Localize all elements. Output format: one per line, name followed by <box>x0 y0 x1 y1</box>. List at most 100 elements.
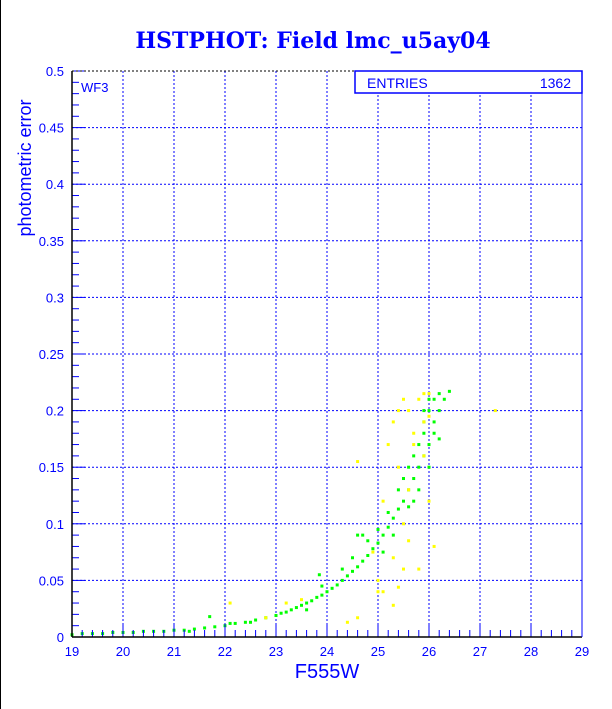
data-point <box>376 541 380 545</box>
data-point <box>233 621 237 625</box>
data-point <box>356 616 360 620</box>
data-point <box>422 409 426 413</box>
x-tick-labels: 19 20 21 22 23 24 25 26 27 28 29 <box>65 644 589 659</box>
data-point <box>345 574 349 578</box>
stats-box <box>354 70 583 94</box>
data-point <box>284 610 288 614</box>
data-point <box>330 586 334 590</box>
y-tick-labels: 0 0.05 0.1 0.15 0.2 0.25 0.3 0.35 0.4 0.45 0.5 <box>39 64 64 645</box>
x-tick-label: 19 <box>65 644 79 659</box>
y-tick-label: 0.35 <box>39 234 64 249</box>
data-point <box>279 611 283 615</box>
data-point <box>396 488 400 492</box>
y-tick-label: 0.2 <box>46 404 64 419</box>
x-tick-label: 24 <box>320 644 334 659</box>
data-point <box>396 409 400 413</box>
data-point <box>305 608 309 612</box>
data-point <box>391 556 395 560</box>
data-point <box>396 507 400 511</box>
data-point <box>402 522 405 526</box>
data-point <box>417 465 421 469</box>
data-point <box>386 443 390 447</box>
data-point <box>243 620 247 624</box>
data-point <box>432 420 436 424</box>
data-point <box>427 409 431 413</box>
x-tick-label: 27 <box>473 644 487 659</box>
data-point <box>402 477 405 481</box>
data-point <box>228 601 232 605</box>
data-point <box>187 629 191 633</box>
data-point <box>402 397 405 401</box>
y-tick-label: 0.1 <box>46 517 64 532</box>
data-point <box>391 516 395 520</box>
data-point <box>340 578 344 582</box>
data-point <box>320 584 324 588</box>
data-point <box>412 454 416 458</box>
data-point <box>391 533 395 537</box>
data-point <box>422 454 426 458</box>
data-point <box>213 625 217 629</box>
data-point <box>412 477 416 481</box>
data-point <box>417 488 421 492</box>
data-point <box>432 397 436 401</box>
data-point <box>427 392 431 396</box>
data-point <box>274 613 278 617</box>
data-point <box>366 553 370 557</box>
x-tick-label: 21 <box>167 644 181 659</box>
data-point <box>493 409 497 413</box>
data-point <box>335 583 339 587</box>
data-point <box>381 550 385 554</box>
data-point <box>300 598 303 602</box>
data-point <box>407 409 411 413</box>
data-point <box>407 465 411 469</box>
data-point <box>391 420 395 424</box>
stats-label: ENTRIES <box>367 75 428 91</box>
data-point <box>396 585 400 589</box>
data-point <box>376 590 380 594</box>
data-point <box>437 437 441 441</box>
data-point <box>422 392 426 396</box>
chart-title: HSTPHOT: Field lmc_u5ay04 <box>135 28 490 54</box>
data-point <box>437 392 441 396</box>
y-tick-label: 0.3 <box>46 290 64 305</box>
x-axis-label: F555W <box>295 661 360 683</box>
data-point <box>371 547 375 551</box>
data-point <box>356 533 360 537</box>
data-point <box>376 527 380 531</box>
y-tick-label: 0.25 <box>39 347 64 362</box>
y-tick-label: 0.4 <box>46 177 64 192</box>
y-tick-label: 0.45 <box>39 121 64 136</box>
y-tick-label: 0 <box>57 630 64 645</box>
data-point <box>351 556 354 560</box>
data-point <box>386 510 390 514</box>
data-point <box>422 420 426 424</box>
data-point <box>284 601 288 605</box>
x-tick-label: 23 <box>269 644 283 659</box>
x-tick-label: 25 <box>371 644 385 659</box>
y-tick-label: 0.15 <box>39 460 64 475</box>
data-point <box>325 590 329 594</box>
data-point <box>442 397 446 401</box>
data-point <box>371 550 375 554</box>
x-tick-label: 29 <box>575 644 589 659</box>
data-point <box>407 505 411 509</box>
data-point <box>417 443 421 447</box>
data-point <box>437 409 441 413</box>
data-point <box>402 499 405 503</box>
y-tick-label: 0.5 <box>46 64 64 79</box>
data-point <box>264 616 268 620</box>
data-point <box>345 620 349 624</box>
x-tick-label: 22 <box>218 644 232 659</box>
data-points <box>70 389 497 637</box>
data-point <box>432 544 436 548</box>
data-point <box>407 539 411 543</box>
x-tick-label: 20 <box>116 644 130 659</box>
y-tick-label: 0.05 <box>39 573 64 588</box>
x-tick-label: 26 <box>422 644 436 659</box>
data-point <box>427 414 431 418</box>
panel-label: WF3 <box>81 80 108 95</box>
data-point <box>310 599 314 603</box>
data-point <box>249 620 252 624</box>
data-point <box>427 397 431 401</box>
data-point <box>228 621 232 625</box>
